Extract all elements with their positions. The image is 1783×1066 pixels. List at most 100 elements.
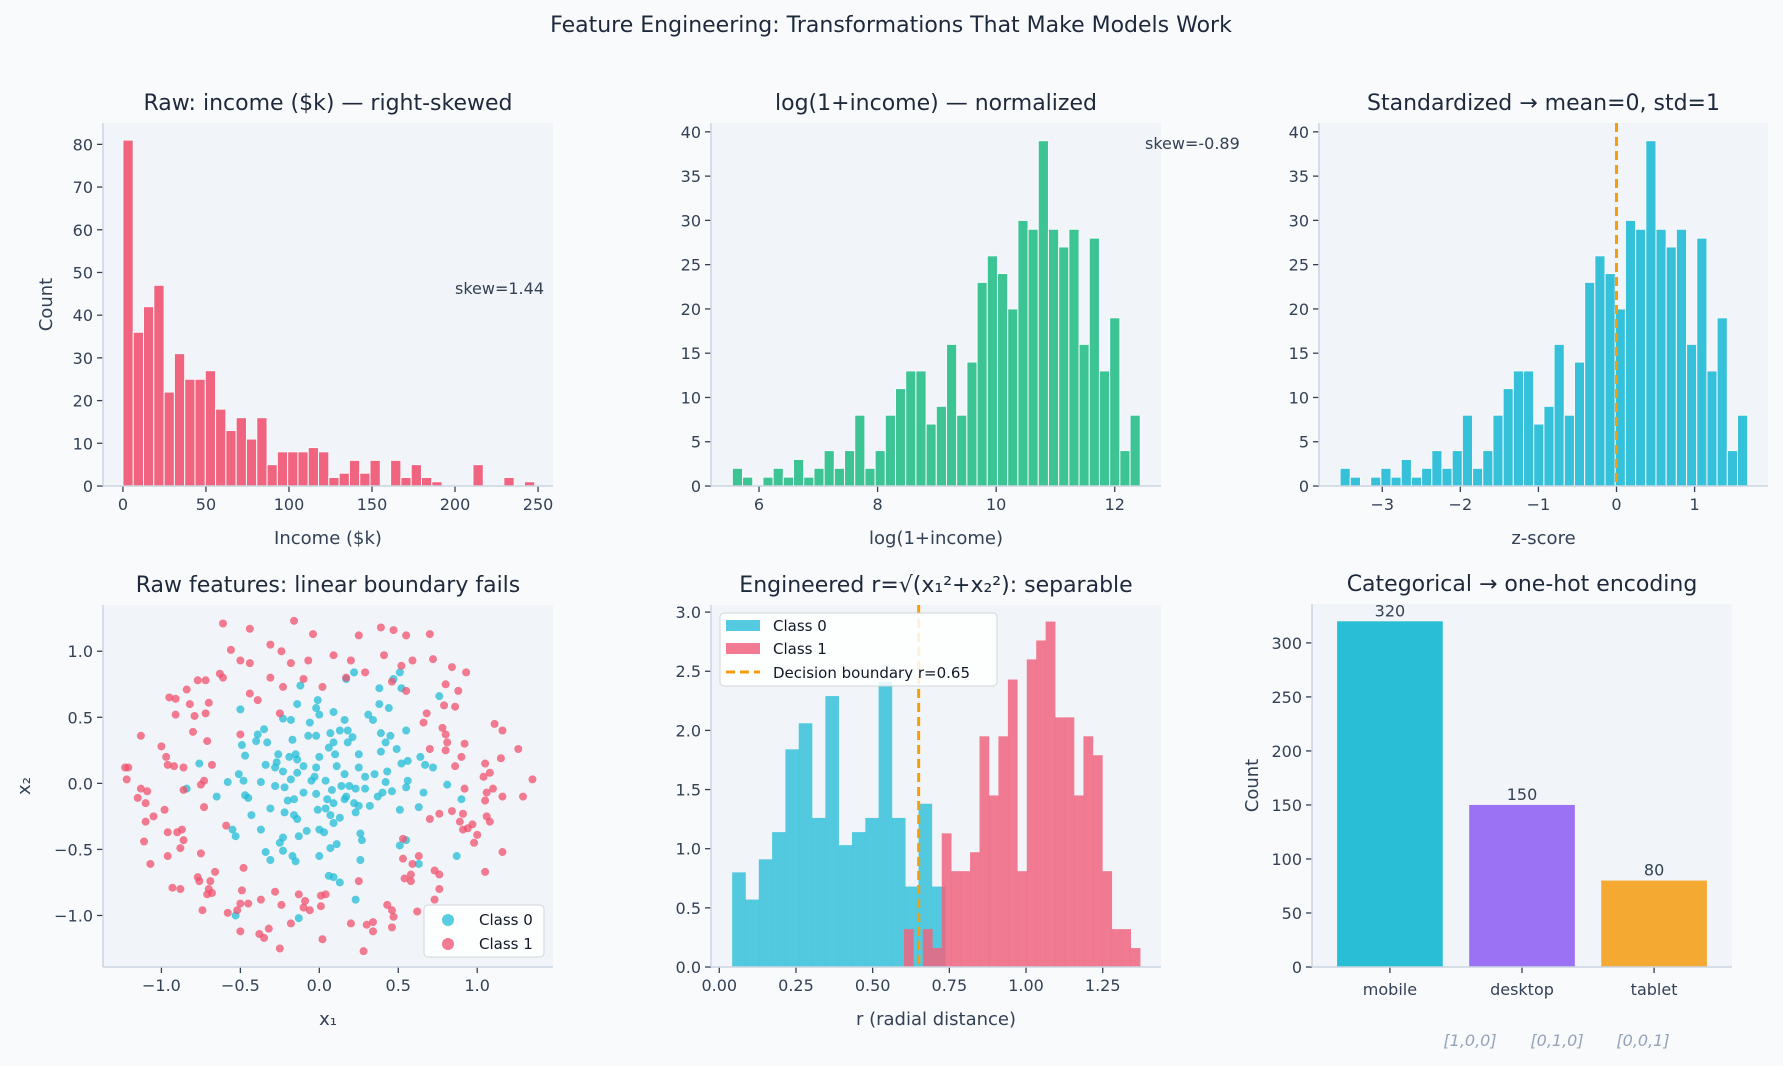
- histogram-bar: [1339, 467, 1351, 487]
- histogram-bar: [1078, 343, 1090, 487]
- scatter-point-class-1: [136, 784, 145, 793]
- y-tick-label: 35: [1289, 167, 1309, 186]
- histogram-bar: [1563, 414, 1575, 487]
- scatter-point-class-0: [350, 668, 359, 677]
- scatter-point-class-1: [438, 723, 447, 732]
- y-tick-label: 30: [681, 211, 701, 230]
- scatter-point-class-1: [277, 900, 286, 909]
- y-tick-label: 0: [1292, 958, 1302, 977]
- skew-annotation: skew=1.44: [455, 279, 544, 298]
- x-tick-label: 100: [274, 495, 305, 514]
- scatter-point-class-0: [387, 787, 396, 796]
- scatter-point-class-0: [373, 792, 382, 801]
- scatter-point-class-1: [485, 768, 494, 777]
- x-tick-label: 1: [1690, 495, 1700, 514]
- scatter-point-class-1: [397, 661, 406, 670]
- histogram-bar: [864, 467, 876, 487]
- scatter-point-class-1: [236, 656, 245, 665]
- histogram-bar: [1523, 370, 1535, 487]
- scatter-point-class-0: [403, 756, 412, 765]
- bar-desktop: [1469, 804, 1575, 967]
- y-tick-label: −0.5: [54, 840, 93, 859]
- histogram-bar: [925, 423, 937, 487]
- density-bar-class-1: [998, 736, 1009, 967]
- category-label: tablet: [1631, 980, 1678, 999]
- scatter-point-class-1: [440, 701, 449, 710]
- density-bar-class-0: [891, 817, 906, 967]
- scatter-point-class-0: [241, 751, 250, 760]
- scatter-point-class-0: [296, 681, 305, 690]
- scatter-point-class-1: [200, 803, 209, 812]
- scatter-point-class-0: [312, 704, 321, 713]
- scatter-point-class-1: [179, 785, 188, 794]
- value-label: 150: [1507, 785, 1538, 804]
- scatter-point-class-0: [312, 789, 321, 798]
- histogram-bar: [1502, 388, 1514, 487]
- scatter-point-class-1: [489, 784, 497, 793]
- scatter-point-class-0: [326, 811, 335, 820]
- scatter-point-class-0: [261, 760, 270, 769]
- density-bar-class-0: [838, 845, 853, 967]
- scatter-point-class-1: [470, 838, 479, 847]
- scatter-point-class-0: [266, 855, 275, 864]
- scatter-point-class-1: [514, 745, 523, 754]
- histogram-bar: [1696, 237, 1708, 487]
- histogram-bar: [895, 388, 907, 487]
- scatter-point-class-1: [361, 668, 370, 677]
- histogram-bar: [122, 139, 134, 487]
- histogram-bar: [369, 459, 381, 487]
- histogram-bar: [762, 476, 774, 487]
- x-tick-label: 6: [754, 495, 764, 514]
- category-label: mobile: [1363, 980, 1417, 999]
- scatter-point-class-1: [162, 752, 171, 761]
- density-bar-class-1: [1017, 871, 1028, 967]
- y-tick-label: 1.0: [68, 642, 93, 661]
- histogram-bar: [204, 370, 217, 487]
- panel-title: Standardized → mean=0, std=1: [1367, 91, 1720, 116]
- panel-4: Raw features: linear boundary fails −1.0 −…: [14, 573, 553, 1030]
- histogram-bar: [307, 447, 320, 487]
- scatter-point-class-1: [256, 895, 265, 904]
- y-tick-label: −1.0: [54, 906, 93, 925]
- y-axis-label: x₂: [14, 777, 35, 795]
- histogram-bar: [1686, 343, 1698, 487]
- x-tick-label: 0.00: [701, 976, 737, 995]
- scatter-point-class-0: [305, 718, 314, 727]
- x-tick-label: 50: [196, 495, 216, 514]
- scatter-point-class-1: [245, 689, 254, 698]
- scatter-point-class-1: [318, 935, 327, 944]
- histogram-bar: [915, 370, 927, 487]
- histogram-bar: [1058, 246, 1070, 487]
- histogram-bar: [1737, 414, 1749, 487]
- x-tick-label: −1: [1527, 495, 1551, 514]
- scatter-point-class-1: [260, 933, 269, 942]
- scatter-point-class-0: [320, 828, 329, 837]
- scatter-point-class-1: [459, 809, 467, 818]
- panel-title: Raw: income ($k) — right-skewed: [143, 91, 512, 116]
- scatter-point-class-0: [326, 729, 335, 738]
- density-bar-class-1: [1036, 640, 1046, 967]
- scatter-point-class-0: [302, 826, 311, 835]
- scatter-point-class-1: [196, 780, 205, 789]
- y-tick-label: 25: [1289, 256, 1309, 275]
- panel-5: Engineered r=√(x₁²+x₂²): separable 0.0 0.5…: [676, 573, 1161, 1030]
- scatter-point-class-0: [329, 799, 338, 808]
- y-tick-label: 70: [73, 178, 93, 197]
- y-tick-label: 3.0: [676, 603, 701, 622]
- scatter-point-class-0: [357, 836, 366, 845]
- histogram-bar: [143, 306, 155, 487]
- scatter-point-class-0: [286, 775, 295, 784]
- scatter-point-class-1: [387, 923, 396, 932]
- scatter-point-class-1: [264, 924, 273, 933]
- scatter-point-class-0: [351, 895, 360, 904]
- scatter-point-class-1: [271, 887, 280, 896]
- scatter-point-class-1: [460, 739, 469, 748]
- scatter-point-class-1: [190, 711, 199, 720]
- scatter-point-class-1: [189, 727, 197, 736]
- scatter-point-class-1: [498, 726, 507, 735]
- y-tick-label: 2.0: [676, 721, 701, 740]
- scatter-point-class-0: [323, 795, 332, 804]
- scatter-point-class-1: [441, 746, 450, 755]
- scatter-point-class-0: [266, 804, 275, 813]
- density-bar-class-1: [941, 833, 952, 967]
